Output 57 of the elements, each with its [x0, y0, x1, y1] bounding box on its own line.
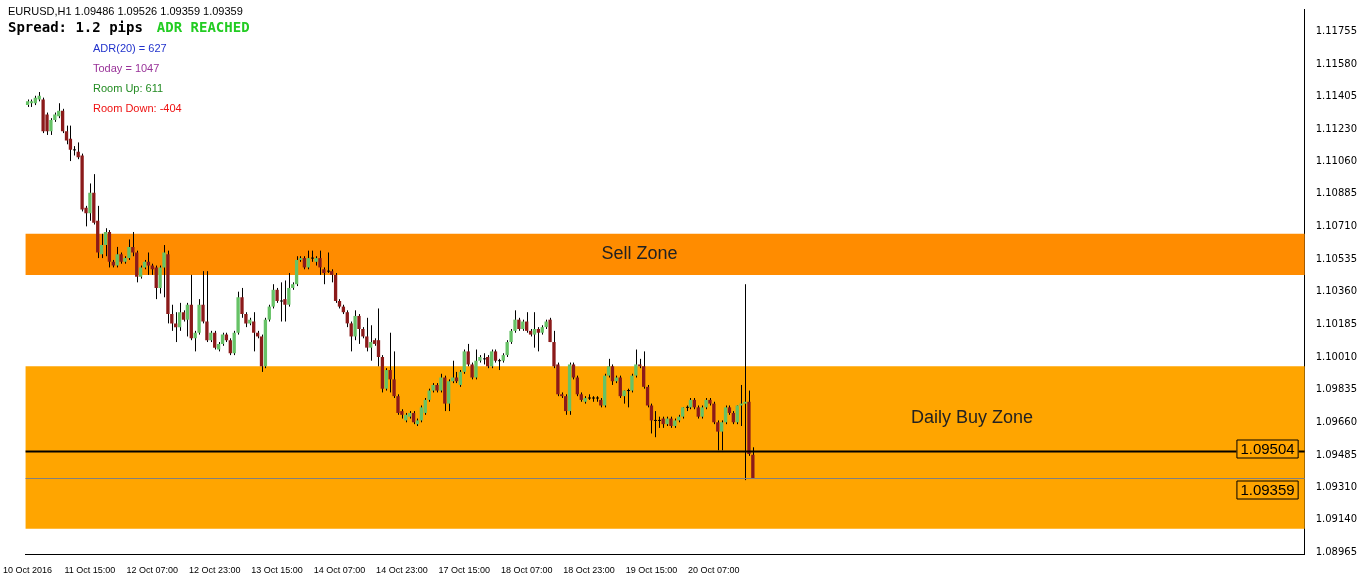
- annotation: Spread: 1.2 pips: [8, 19, 143, 35]
- candlestick: [384, 367, 388, 392]
- annotation: Room Down: -404: [93, 102, 182, 114]
- annotation: ADR(20) = 627: [93, 42, 167, 54]
- candlestick: [283, 279, 287, 323]
- x-tick-label: 12 Oct 07:00: [126, 565, 179, 576]
- y-tick-label: 1.09485: [1315, 448, 1358, 460]
- candlestick: [447, 378, 451, 412]
- y-tick-label: 1.08965: [1315, 545, 1358, 557]
- x-tick-label: 18 Oct 23:00: [563, 565, 615, 576]
- x-tick-label: 20 Oct 07:00: [688, 565, 740, 576]
- y-tick-label: 1.09835: [1315, 383, 1358, 395]
- chart-title: EURUSD,H1 1.09486 1.09526 1.09359 1.09359: [8, 4, 244, 18]
- y-tick-label: 1.10185: [1315, 317, 1358, 329]
- ref-line-label: 1.09504: [1240, 439, 1295, 457]
- candlestick: [127, 238, 131, 261]
- x-tick-label: 14 Oct 07:00: [313, 565, 366, 576]
- y-tick-label: 1.10885: [1315, 187, 1358, 199]
- x-tick-label: 19 Oct 15:00: [625, 565, 678, 576]
- y-tick-label: 1.11755: [1315, 24, 1358, 36]
- x-tick-label: 11 Oct 15:00: [64, 565, 116, 576]
- band-label: Daily Buy Zone: [911, 407, 1034, 428]
- candlestick: [357, 313, 361, 345]
- y-tick-label: 1.11580: [1315, 57, 1358, 69]
- annotation: Room Up: 611: [93, 82, 164, 94]
- x-tick-label: 14 Oct 23:00: [376, 565, 428, 576]
- y-tick-label: 1.10535: [1315, 252, 1358, 264]
- ref-line-label: 1.09359: [1240, 480, 1295, 498]
- candlestick: [205, 270, 209, 343]
- candlestick: [103, 227, 108, 257]
- y-tick-label: 1.11060: [1315, 154, 1358, 166]
- candlestick: [369, 324, 373, 362]
- annotation: Today = 1047: [93, 62, 160, 74]
- candlestick: [349, 321, 353, 352]
- y-tick-label: 1.11230: [1315, 122, 1358, 134]
- x-tick-label: 18 Oct 07:00: [500, 565, 553, 576]
- y-tick-label: 1.10010: [1315, 350, 1358, 362]
- y-tick-label: 1.10360: [1315, 285, 1358, 297]
- annotation: ADR REACHED: [156, 19, 250, 35]
- candlestick: [462, 349, 466, 375]
- x-tick-label: 10 Oct 2016: [3, 565, 53, 576]
- y-tick-label: 1.11405: [1315, 90, 1358, 102]
- candlestick: [653, 410, 658, 438]
- candlestick: [497, 358, 502, 371]
- y-tick-label: 1.09140: [1315, 512, 1358, 524]
- x-tick-label: 17 Oct 15:00: [438, 565, 491, 576]
- candlestick: [271, 283, 275, 309]
- x-tick-label: 12 Oct 23:00: [188, 565, 241, 576]
- candlestick: [240, 287, 244, 319]
- candlestick: [326, 251, 331, 274]
- candlestick: [162, 244, 166, 298]
- y-tick-label: 1.09660: [1315, 415, 1358, 427]
- y-tick-label: 1.09310: [1315, 481, 1358, 493]
- x-tick-label: 13 Oct 15:00: [251, 565, 303, 576]
- candlestick: [88, 182, 92, 222]
- band-label: Sell Zone: [601, 243, 678, 264]
- y-tick-label: 1.10710: [1315, 219, 1358, 231]
